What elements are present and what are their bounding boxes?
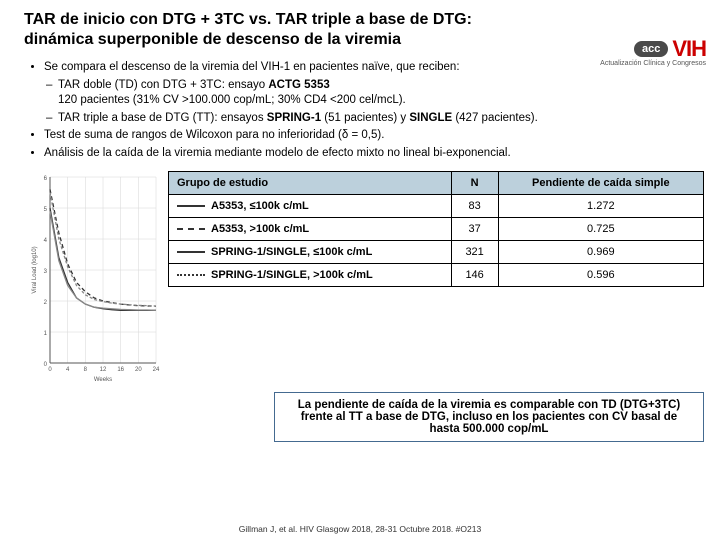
n-cell: 146 (451, 264, 498, 287)
bullet-1a: TAR doble (TD) con DTG + 3TC: ensayo ACT… (58, 78, 702, 109)
group-cell: A5353, ≤100k c/mL (169, 195, 452, 218)
bullet-3: Análisis de la caída de la viremia media… (44, 146, 702, 162)
bullet-2: Test de suma de rangos de Wilcoxon para … (44, 128, 702, 144)
n-cell: 83 (451, 195, 498, 218)
group-label: SPRING-1/SINGLE, >100k c/mL (211, 269, 373, 281)
group-cell: A5353, >100k c/mL (169, 218, 452, 241)
bullet-list: Se compara el descenso de la viremia del… (0, 54, 720, 167)
results-table-container: Grupo de estudioNPendiente de caída simp… (168, 171, 704, 287)
svg-text:20: 20 (135, 367, 142, 373)
group-label: A5353, ≤100k c/mL (211, 200, 309, 212)
svg-text:24: 24 (153, 367, 160, 373)
table-header: Grupo de estudio (169, 172, 452, 195)
group-cell: SPRING-1/SINGLE, ≤100k c/mL (169, 241, 452, 264)
title-line2: dinámica superponible de descenso de la … (24, 31, 401, 48)
svg-text:6: 6 (44, 176, 48, 182)
svg-text:5: 5 (44, 207, 48, 213)
table-row: A5353, >100k c/mL 370.725 (169, 218, 704, 241)
slope-cell: 0.969 (498, 241, 703, 264)
group-label: SPRING-1/SINGLE, ≤100k c/mL (211, 246, 372, 258)
bold-spring: SPRING-1 (267, 112, 321, 124)
legend-line-icon (177, 251, 205, 253)
title-line1: TAR de inicio con DTG + 3TC vs. TAR trip… (24, 11, 472, 28)
n-cell: 37 (451, 218, 498, 241)
svg-text:16: 16 (117, 367, 124, 373)
n-cell: 321 (451, 241, 498, 264)
legend-line-icon (177, 228, 205, 230)
table-row: A5353, ≤100k c/mL 831.272 (169, 195, 704, 218)
viral-load-chart: 012345604812162024Viral Load (log10)Week… (28, 171, 160, 386)
conclusion-callout: La pendiente de caída de la viremia es c… (274, 392, 704, 442)
bold-single: SINGLE (409, 112, 452, 124)
svg-text:1: 1 (44, 331, 48, 337)
bullet-1b: TAR triple a base de DTG (TT): ensayos S… (58, 111, 702, 127)
svg-text:4: 4 (44, 238, 48, 244)
svg-text:12: 12 (100, 367, 107, 373)
legend-line-icon (177, 205, 205, 207)
slide-title: TAR de inicio con DTG + 3TC vs. TAR trip… (24, 10, 700, 50)
svg-text:3: 3 (44, 269, 48, 275)
citation: Gillman J, et al. HIV Glasgow 2018, 28-3… (0, 524, 720, 534)
bold-actg: ACTG 5353 (268, 79, 329, 91)
logo-subtitle: Actualización Clínica y Congresos (600, 60, 706, 67)
table-header: Pendiente de caída simple (498, 172, 703, 195)
logo-vih: VIH (672, 36, 706, 62)
table-row: SPRING-1/SINGLE, ≤100k c/mL 3210.969 (169, 241, 704, 264)
svg-text:0: 0 (48, 367, 52, 373)
slope-cell: 0.596 (498, 264, 703, 287)
brand-logo: acc VIH Actualización Clínica y Congreso… (600, 36, 706, 67)
svg-text:8: 8 (84, 367, 88, 373)
slope-cell: 0.725 (498, 218, 703, 241)
group-label: A5353, >100k c/mL (211, 223, 309, 235)
table-header: N (451, 172, 498, 195)
svg-text:4: 4 (66, 367, 70, 373)
group-cell: SPRING-1/SINGLE, >100k c/mL (169, 264, 452, 287)
svg-text:Viral Load (log10): Viral Load (log10) (32, 246, 38, 293)
table-row: SPRING-1/SINGLE, >100k c/mL 1460.596 (169, 264, 704, 287)
svg-text:Weeks: Weeks (94, 377, 112, 381)
svg-text:2: 2 (44, 300, 48, 306)
legend-line-icon (177, 274, 205, 276)
logo-pill: acc (634, 41, 668, 57)
slope-cell: 1.272 (498, 195, 703, 218)
results-table: Grupo de estudioNPendiente de caída simp… (168, 171, 704, 287)
svg-text:0: 0 (44, 362, 48, 368)
